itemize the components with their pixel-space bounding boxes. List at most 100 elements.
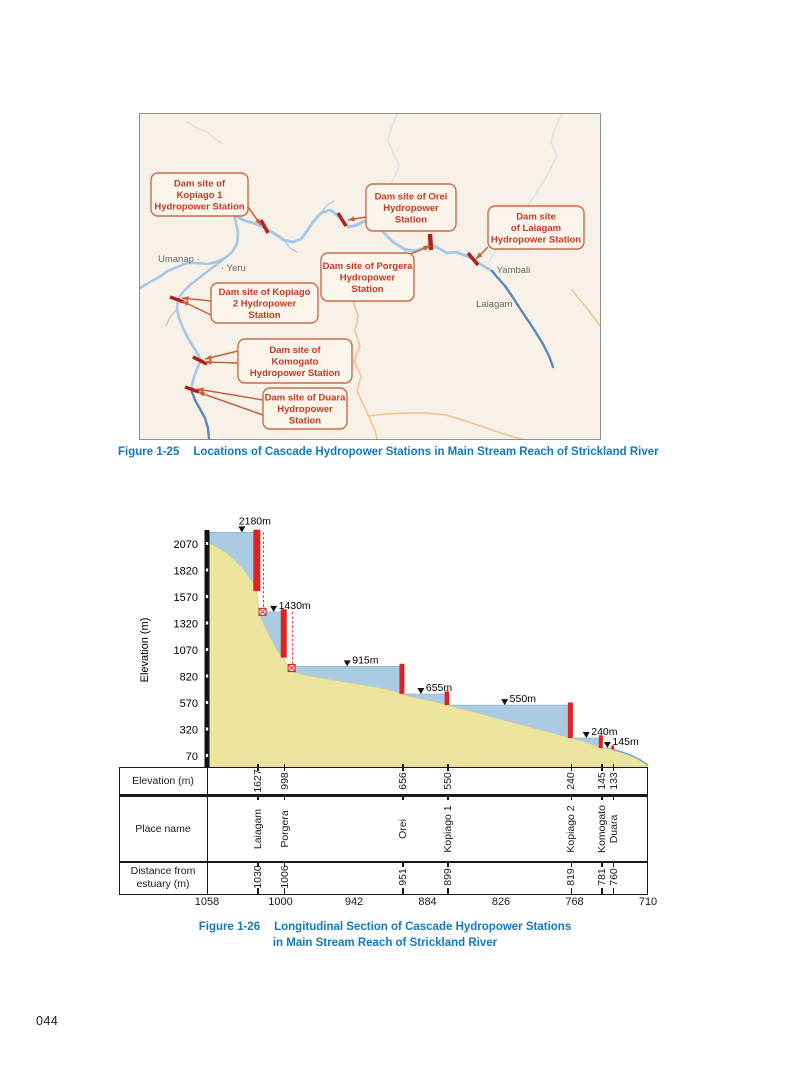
callout-text: Dam site of Kopiago 2 Hydropower Station (219, 287, 311, 321)
column-tick (402, 861, 404, 867)
powerhouse-1 (258, 532, 267, 616)
map-callout-kopiago-2: Dam site of Kopiago 2 Hydropower Station (181, 282, 319, 324)
powerhouse-2 (287, 611, 296, 673)
water-level-marker (603, 742, 611, 749)
river-braid-3 (165, 308, 178, 327)
callout-arrowhead (205, 354, 212, 360)
figure-1-26-caption-line2: in Main Stream Reach of Strickland River (272, 937, 498, 949)
y-tick-label: 1570 (174, 592, 198, 604)
column-tick (283, 794, 286, 800)
callout-arrowhead (348, 216, 355, 222)
column-tick (601, 794, 603, 800)
elevation-value: 550 (441, 772, 454, 790)
column-tick (570, 764, 573, 771)
y-tick-label: 1320 (174, 619, 198, 631)
callout-arrowhead (182, 301, 189, 307)
column-tick (612, 861, 615, 867)
river-main-stem-lower (490, 269, 555, 369)
callout-box (210, 282, 319, 324)
figure-1-25-caption: Figure 1-25 Locations of Cascade Hydropow… (118, 446, 718, 458)
dam-komogato (598, 735, 603, 749)
reservoir-laiagam (207, 532, 257, 591)
column-tick (570, 794, 573, 800)
column-tick (612, 888, 615, 895)
water-level-label: 1430m (279, 600, 311, 612)
map-dam-marker-laiagam (466, 251, 480, 267)
x-tick-label: 826 (491, 896, 511, 908)
terrain-profile (206, 541, 649, 768)
page-number: 044 (36, 1014, 59, 1028)
reservoir-porgera (259, 611, 284, 658)
figure-1-26-caption-label: Figure 1-26 (198, 921, 261, 933)
column-tick (402, 794, 404, 800)
water-level-label: 550m (510, 693, 537, 705)
water-level-label: 915m (352, 654, 379, 666)
elevation-value: 240 (565, 772, 578, 790)
water-level-label: 145m (612, 736, 639, 748)
distance-value: 760 (607, 868, 620, 886)
water-level-marker (270, 605, 278, 612)
column-tick (257, 794, 259, 800)
x-tick-label: 1058 (194, 896, 220, 908)
column-tick (601, 861, 603, 867)
elevation-value: 1627 (251, 769, 264, 793)
water-level-marker (238, 526, 246, 533)
figure-1-25-caption-label: Figure 1-25 (118, 446, 180, 458)
dam-duara (611, 745, 615, 750)
y-tick-label: 1820 (174, 566, 198, 578)
figure-1-26-caption: Figure 1-26 Longitudinal Section of Casca… (118, 919, 652, 951)
water-level-marker (582, 731, 590, 738)
y-tick-label: 320 (180, 725, 198, 737)
map-callout-duara: Dam site of Duara Hydropower Station (196, 387, 348, 430)
map-callout-orei: Dam site of Orei Hydropower Station (347, 183, 457, 232)
column-tick (447, 764, 449, 771)
river-south-branch (175, 256, 227, 394)
column-tick (257, 764, 259, 771)
callout-box (150, 172, 249, 217)
place-label: Laiagam · (476, 299, 518, 310)
column-tick (257, 861, 259, 867)
place-label: · Yeru (221, 263, 246, 274)
place-name-value: Orei (396, 819, 409, 839)
column-tick (447, 861, 449, 867)
elevation-value: 656 (396, 772, 409, 790)
place-name-value: Duara (607, 814, 620, 844)
row-label-place-name: Place name (135, 822, 191, 835)
x-axis-labels: 1058 1000 942 884 826 768 710 (118, 896, 658, 910)
map-dam-marker-kopiago-1 (259, 219, 270, 234)
callout-box (487, 205, 585, 250)
row-label-elevation: Elevation (m) (132, 774, 194, 787)
row-label-distance: Distance from estuary (m) (130, 865, 196, 890)
callout-box (320, 252, 415, 302)
callout-text: Dam site of Kopiago 1 Hydropower Station (154, 179, 244, 213)
x-tick-label: 1000 (268, 896, 293, 908)
place-name-value: Kopiago 1 (441, 805, 454, 853)
place-name-value: Kopiago 2 (565, 805, 578, 853)
water-level-marker (501, 699, 509, 706)
reservoir-komogato (572, 738, 601, 748)
dam-kopiago-1 (444, 691, 450, 706)
column-tick (612, 794, 615, 800)
place-name-value: Komogato (595, 805, 608, 853)
callout-text: Dam site of Laiagam Hydropower Station (491, 212, 581, 246)
x-tick-label: 884 (418, 896, 437, 908)
elevation-value: 133 (607, 772, 620, 790)
y-tick-label: 820 (180, 672, 198, 684)
column-tick (257, 888, 259, 895)
map-dam-marker-kopiago-2 (169, 295, 185, 304)
river-top-left-stream (185, 120, 224, 145)
callout-box (365, 183, 457, 232)
column-tick (601, 764, 603, 771)
callout-arrowhead (476, 252, 483, 259)
place-label: Umanap · (158, 254, 200, 265)
elevation-value: 998 (278, 772, 291, 790)
road-southeast (367, 412, 525, 439)
river-tail (612, 748, 649, 766)
column-tick (570, 888, 573, 895)
river-south-branch-lower (190, 390, 211, 439)
powerhouse-x (258, 608, 267, 616)
column-tick (402, 888, 404, 895)
river-umanap-branch (140, 213, 240, 290)
y-tick-label: 1070 (174, 645, 198, 657)
column-tick (283, 888, 286, 895)
